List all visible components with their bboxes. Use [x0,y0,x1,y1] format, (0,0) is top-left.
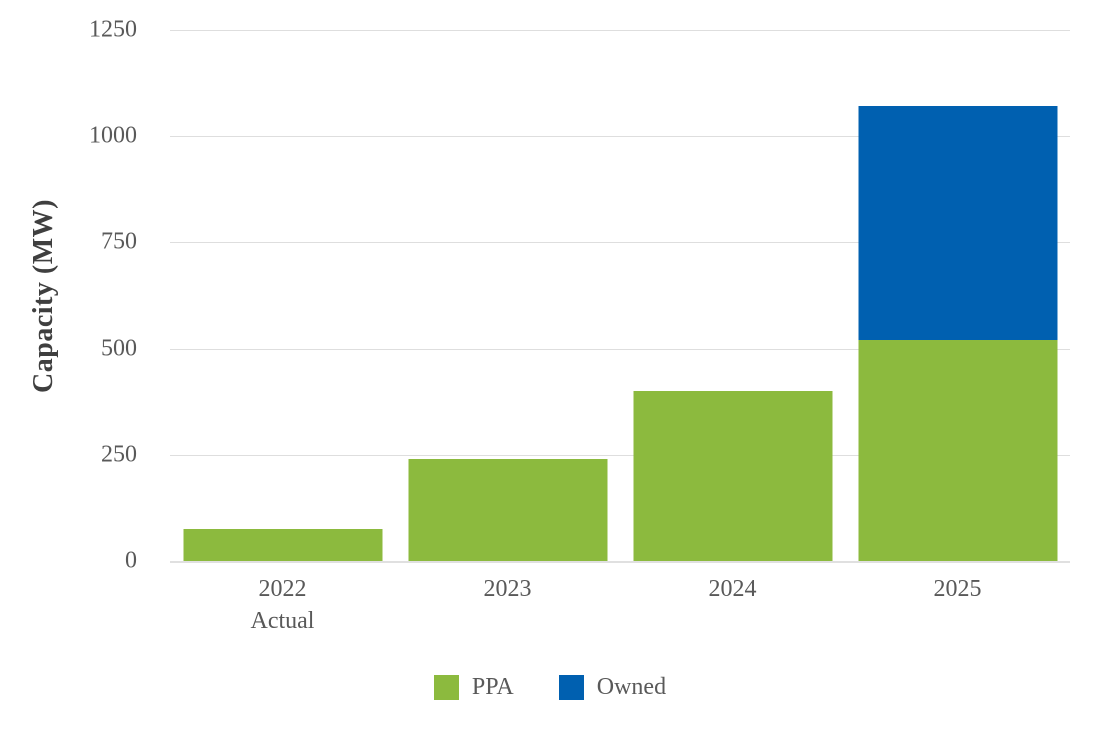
x-tick-label-2025: 2025 [933,576,982,602]
bar-column-2025 [845,30,1070,561]
bar-segment-owned-2025 [858,106,1057,341]
plot-area [170,30,1070,563]
x-tick-label-2022: 2022 Actual [250,576,315,634]
y-tick-label: 1250 [89,16,137,43]
gridlines [170,30,1070,561]
bars-row [170,30,1070,561]
bar-column-2024 [620,30,845,561]
gridline [170,454,1070,456]
bar-column-2023 [395,30,620,561]
legend-label-owned: Owned [596,674,667,700]
y-axis-ticks: 0 250 500 750 1000 1250 [0,17,137,574]
x-tick-label-2024: 2024 [708,576,757,602]
bar-segment-ppa-2023 [408,459,607,561]
gridline [170,30,1070,31]
gridline [170,242,1070,244]
bar-stack-2022 [183,529,382,561]
bar-segment-ppa-2025 [858,340,1057,561]
bar-column-2022 [170,30,395,561]
legend: PPA Owned [0,674,1100,701]
y-tick-label: 0 [125,547,137,574]
bar-stack-2023 [408,459,607,561]
bar-segment-ppa-2022 [183,529,382,561]
x-tick-label-2023: 2023 [483,576,532,602]
y-tick-label: 250 [101,441,137,468]
x-axis-labels: 2022 Actual 2023 2024 2025 [170,573,1070,637]
y-tick-label: 500 [101,335,137,362]
legend-label-ppa: PPA [471,674,514,700]
bar-stack-2025 [858,106,1057,561]
y-tick-label: 750 [101,228,137,255]
y-tick-label: 1000 [89,122,137,149]
gridline [170,348,1070,350]
bar-segment-ppa-2024 [633,391,832,561]
legend-item-owned: Owned [558,674,667,701]
bar-stack-2024 [633,391,832,561]
legend-swatch-ppa [433,675,459,700]
legend-swatch-owned [558,675,584,700]
gridline [170,136,1070,138]
legend-item-ppa: PPA [433,674,514,701]
